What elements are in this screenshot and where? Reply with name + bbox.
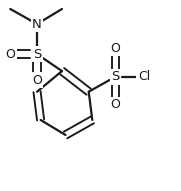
Text: O: O [111,98,120,111]
Text: O: O [5,48,15,61]
Text: S: S [33,48,41,61]
Text: O: O [111,42,120,55]
Text: Cl: Cl [138,70,150,83]
Text: O: O [32,74,42,87]
Text: S: S [111,70,120,83]
Text: N: N [32,18,42,31]
